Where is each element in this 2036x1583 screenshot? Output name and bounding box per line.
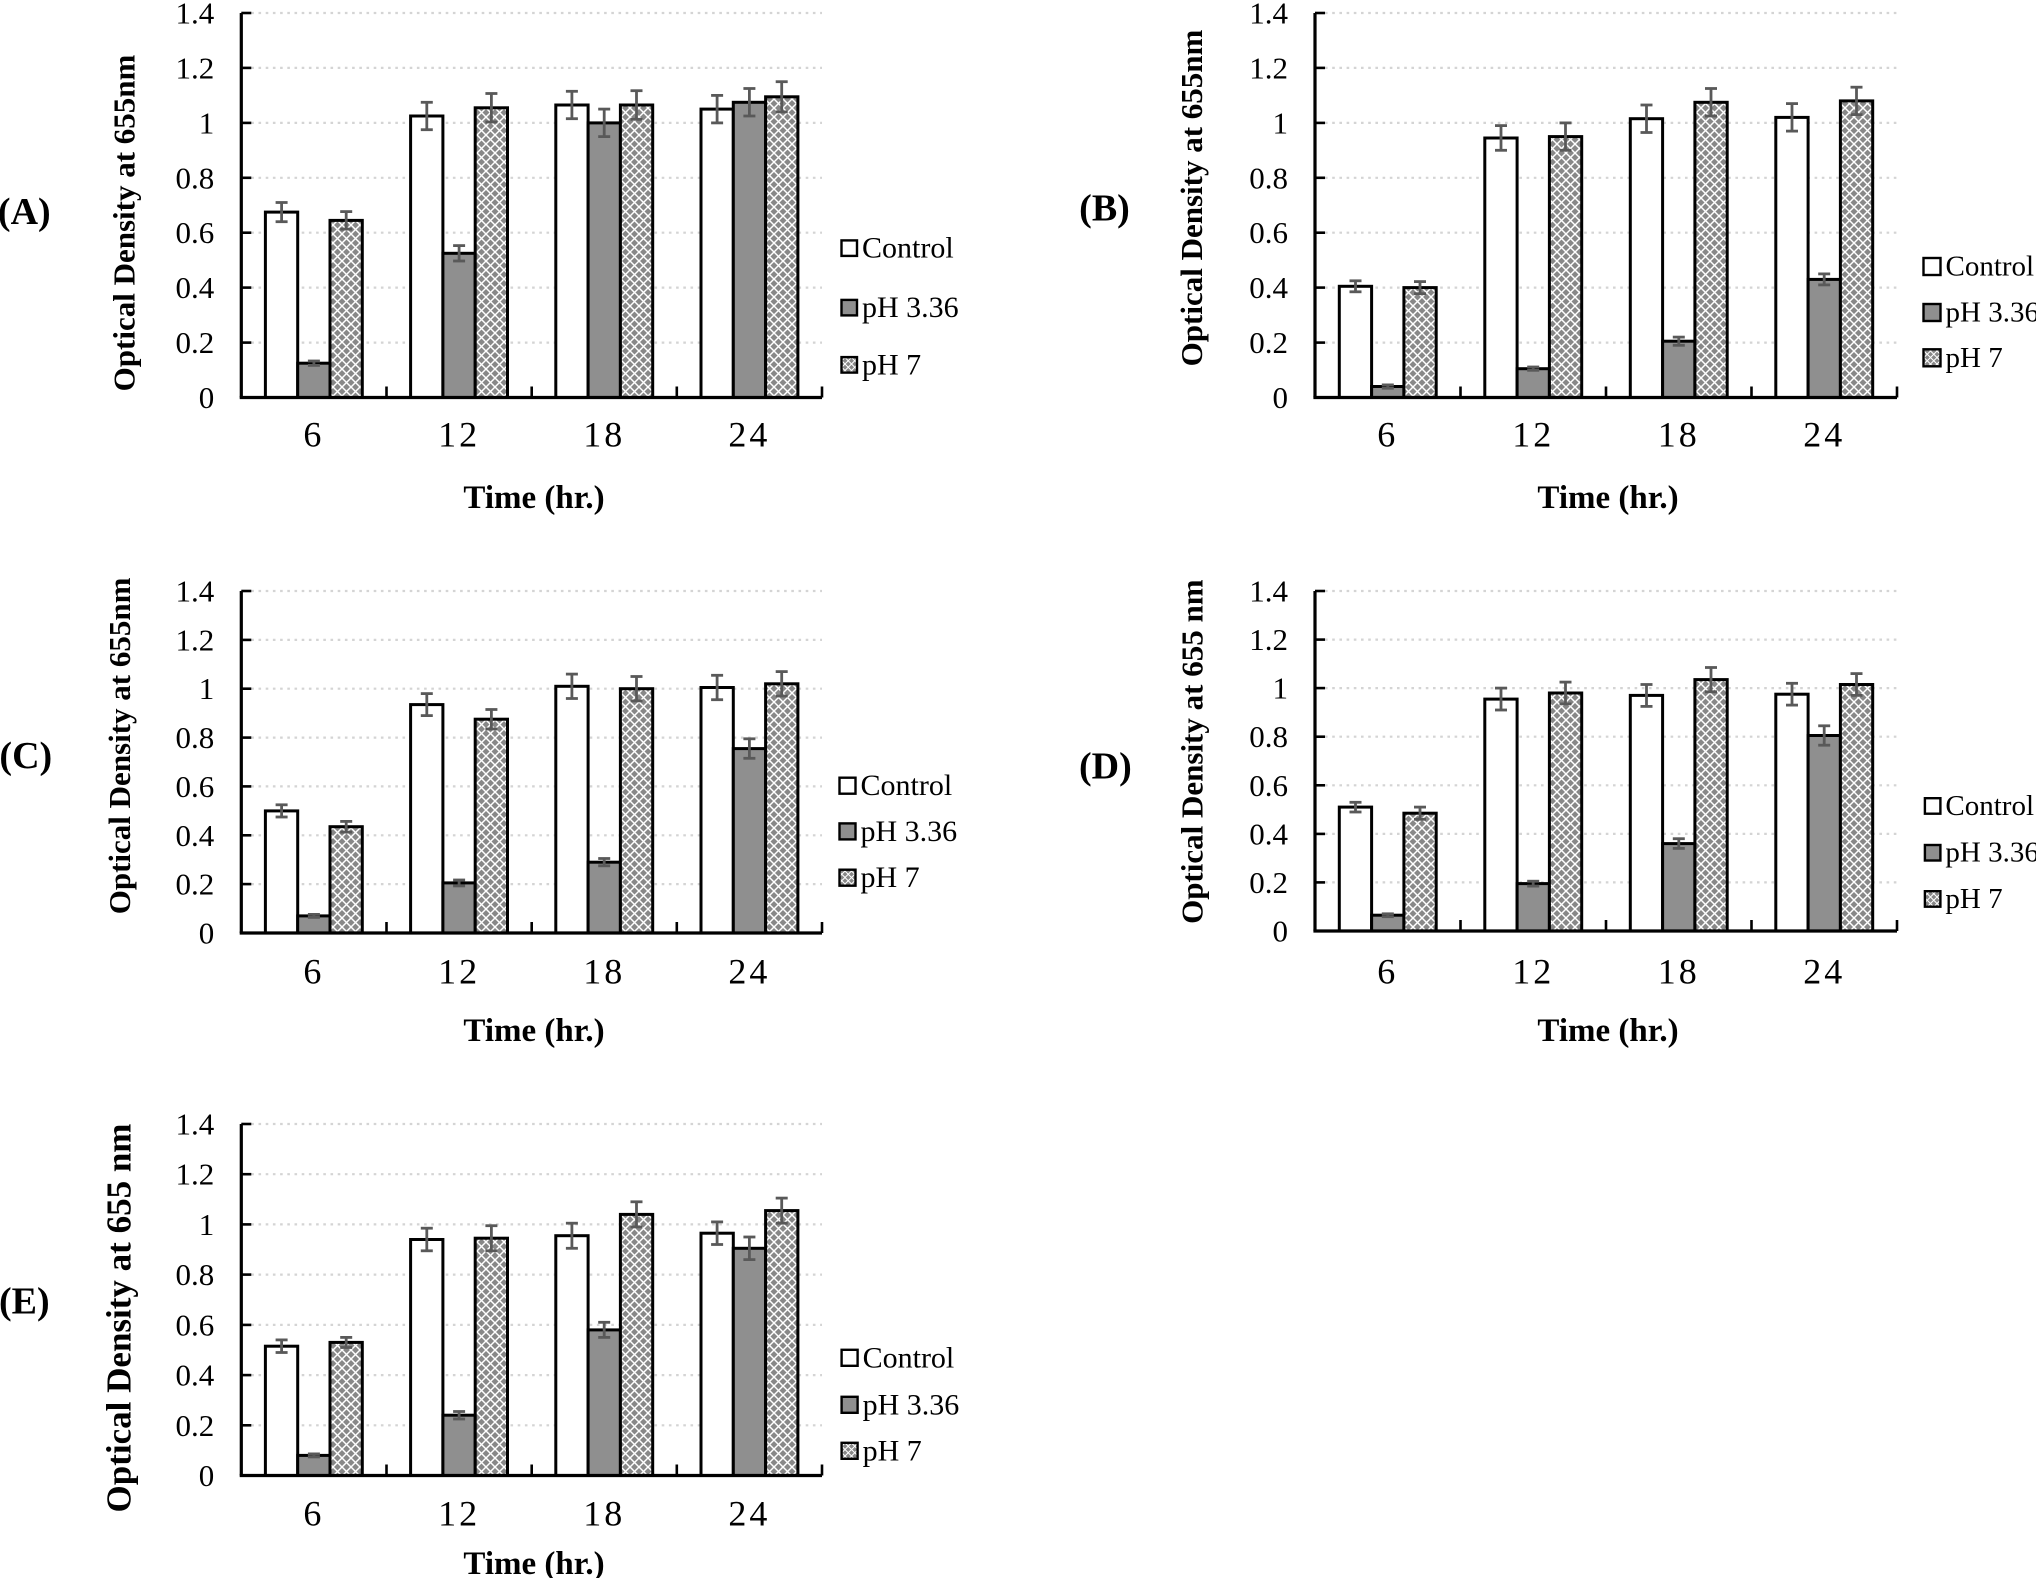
svg-text:(B): (B) (1079, 188, 1130, 230)
svg-text:(A): (A) (0, 191, 51, 233)
svg-text:Time (hr.): Time (hr.) (1537, 480, 1678, 516)
svg-text:0.4: 0.4 (176, 818, 215, 853)
svg-text:pH 3.36: pH 3.36 (1946, 297, 2036, 329)
svg-text:0.4: 0.4 (176, 270, 215, 305)
svg-text:pH 7: pH 7 (863, 1434, 922, 1467)
svg-text:0.8: 0.8 (1249, 719, 1288, 754)
svg-text:Optical Density at 655nm: Optical Density at 655nm (102, 577, 137, 914)
svg-text:1: 1 (199, 1207, 215, 1242)
svg-text:0.2: 0.2 (176, 1408, 215, 1443)
svg-text:6: 6 (1377, 952, 1398, 992)
svg-text:0: 0 (199, 380, 215, 415)
svg-text:18: 18 (1658, 415, 1700, 455)
svg-text:18: 18 (583, 415, 625, 455)
svg-text:0: 0 (199, 1458, 215, 1493)
svg-text:1: 1 (199, 671, 215, 706)
svg-text:0: 0 (199, 916, 215, 951)
svg-text:0.8: 0.8 (176, 1257, 215, 1292)
svg-text:0.8: 0.8 (176, 160, 215, 195)
svg-text:1.4: 1.4 (176, 1107, 215, 1142)
svg-text:0.2: 0.2 (1249, 865, 1288, 900)
svg-text:1.4: 1.4 (1249, 0, 1288, 31)
svg-text:0.2: 0.2 (176, 325, 215, 360)
svg-text:Time (hr.): Time (hr.) (463, 480, 604, 516)
svg-text:1: 1 (1273, 105, 1289, 140)
svg-text:Time (hr.): Time (hr.) (463, 1546, 604, 1578)
svg-text:1.2: 1.2 (1249, 622, 1288, 657)
svg-text:pH 7: pH 7 (861, 861, 920, 894)
svg-text:pH 7: pH 7 (1945, 883, 2002, 915)
svg-text:6: 6 (303, 1494, 324, 1534)
svg-text:pH 7: pH 7 (862, 348, 921, 381)
svg-text:Time (hr.): Time (hr.) (1537, 1013, 1678, 1049)
svg-text:Control: Control (1946, 251, 2035, 283)
svg-text:0.8: 0.8 (176, 720, 215, 755)
svg-text:Optical Density at 655 nm: Optical Density at 655 nm (1175, 579, 1210, 924)
svg-text:24: 24 (728, 1494, 770, 1534)
svg-text:18: 18 (583, 1494, 625, 1534)
svg-text:0.4: 0.4 (1249, 816, 1288, 851)
svg-text:(E): (E) (0, 1281, 50, 1323)
svg-text:Optical Density at 655nm: Optical Density at 655nm (1174, 29, 1209, 366)
svg-text:pH 3.36: pH 3.36 (863, 1388, 960, 1421)
svg-text:Control: Control (861, 769, 953, 802)
svg-text:1.4: 1.4 (1249, 574, 1288, 609)
svg-text:0.4: 0.4 (176, 1358, 215, 1393)
svg-text:1.2: 1.2 (1249, 50, 1288, 85)
svg-text:24: 24 (1803, 952, 1845, 992)
svg-text:Optical Density at 655 nm: Optical Density at 655 nm (100, 1124, 139, 1513)
svg-text:0: 0 (1273, 914, 1289, 949)
svg-text:1.4: 1.4 (176, 0, 215, 31)
svg-text:0.6: 0.6 (1249, 215, 1288, 250)
svg-text:pH 3.36: pH 3.36 (862, 291, 959, 324)
svg-text:0: 0 (1273, 380, 1289, 415)
svg-text:12: 12 (438, 952, 480, 992)
svg-text:1.2: 1.2 (176, 622, 215, 657)
svg-text:6: 6 (303, 415, 324, 455)
svg-text:0.2: 0.2 (1249, 325, 1288, 360)
svg-text:0.4: 0.4 (1249, 270, 1288, 305)
svg-text:(C): (C) (0, 735, 52, 777)
svg-text:1.2: 1.2 (176, 1157, 215, 1192)
svg-text:1.2: 1.2 (176, 50, 215, 85)
svg-text:0.6: 0.6 (176, 769, 215, 804)
svg-text:0.8: 0.8 (1249, 160, 1288, 195)
svg-text:6: 6 (1377, 415, 1398, 455)
svg-text:12: 12 (438, 415, 480, 455)
svg-text:24: 24 (728, 952, 770, 992)
svg-text:24: 24 (728, 415, 770, 455)
svg-text:Optical Density at 655nm: Optical Density at 655nm (107, 54, 142, 391)
svg-text:1.4: 1.4 (176, 574, 215, 609)
svg-text:0.6: 0.6 (1249, 768, 1288, 803)
svg-text:0.2: 0.2 (176, 867, 215, 902)
svg-text:Control: Control (862, 232, 954, 265)
svg-text:pH 7: pH 7 (1946, 342, 2003, 374)
svg-text:12: 12 (438, 1494, 480, 1534)
svg-text:Control: Control (1945, 790, 2034, 822)
svg-text:1: 1 (1273, 671, 1289, 706)
svg-text:6: 6 (303, 952, 324, 992)
svg-text:(D): (D) (1079, 745, 1132, 787)
svg-text:12: 12 (1512, 952, 1554, 992)
svg-text:12: 12 (1512, 415, 1554, 455)
svg-text:1: 1 (199, 105, 215, 140)
svg-text:18: 18 (1658, 952, 1700, 992)
svg-text:Time (hr.): Time (hr.) (463, 1013, 604, 1049)
svg-text:Control: Control (863, 1341, 955, 1374)
svg-text:0.6: 0.6 (176, 1307, 215, 1342)
svg-text:24: 24 (1803, 415, 1845, 455)
svg-text:pH 3.36: pH 3.36 (861, 815, 958, 848)
svg-text:18: 18 (583, 952, 625, 992)
svg-text:0.6: 0.6 (176, 215, 215, 250)
svg-text:pH 3.36: pH 3.36 (1945, 837, 2036, 869)
